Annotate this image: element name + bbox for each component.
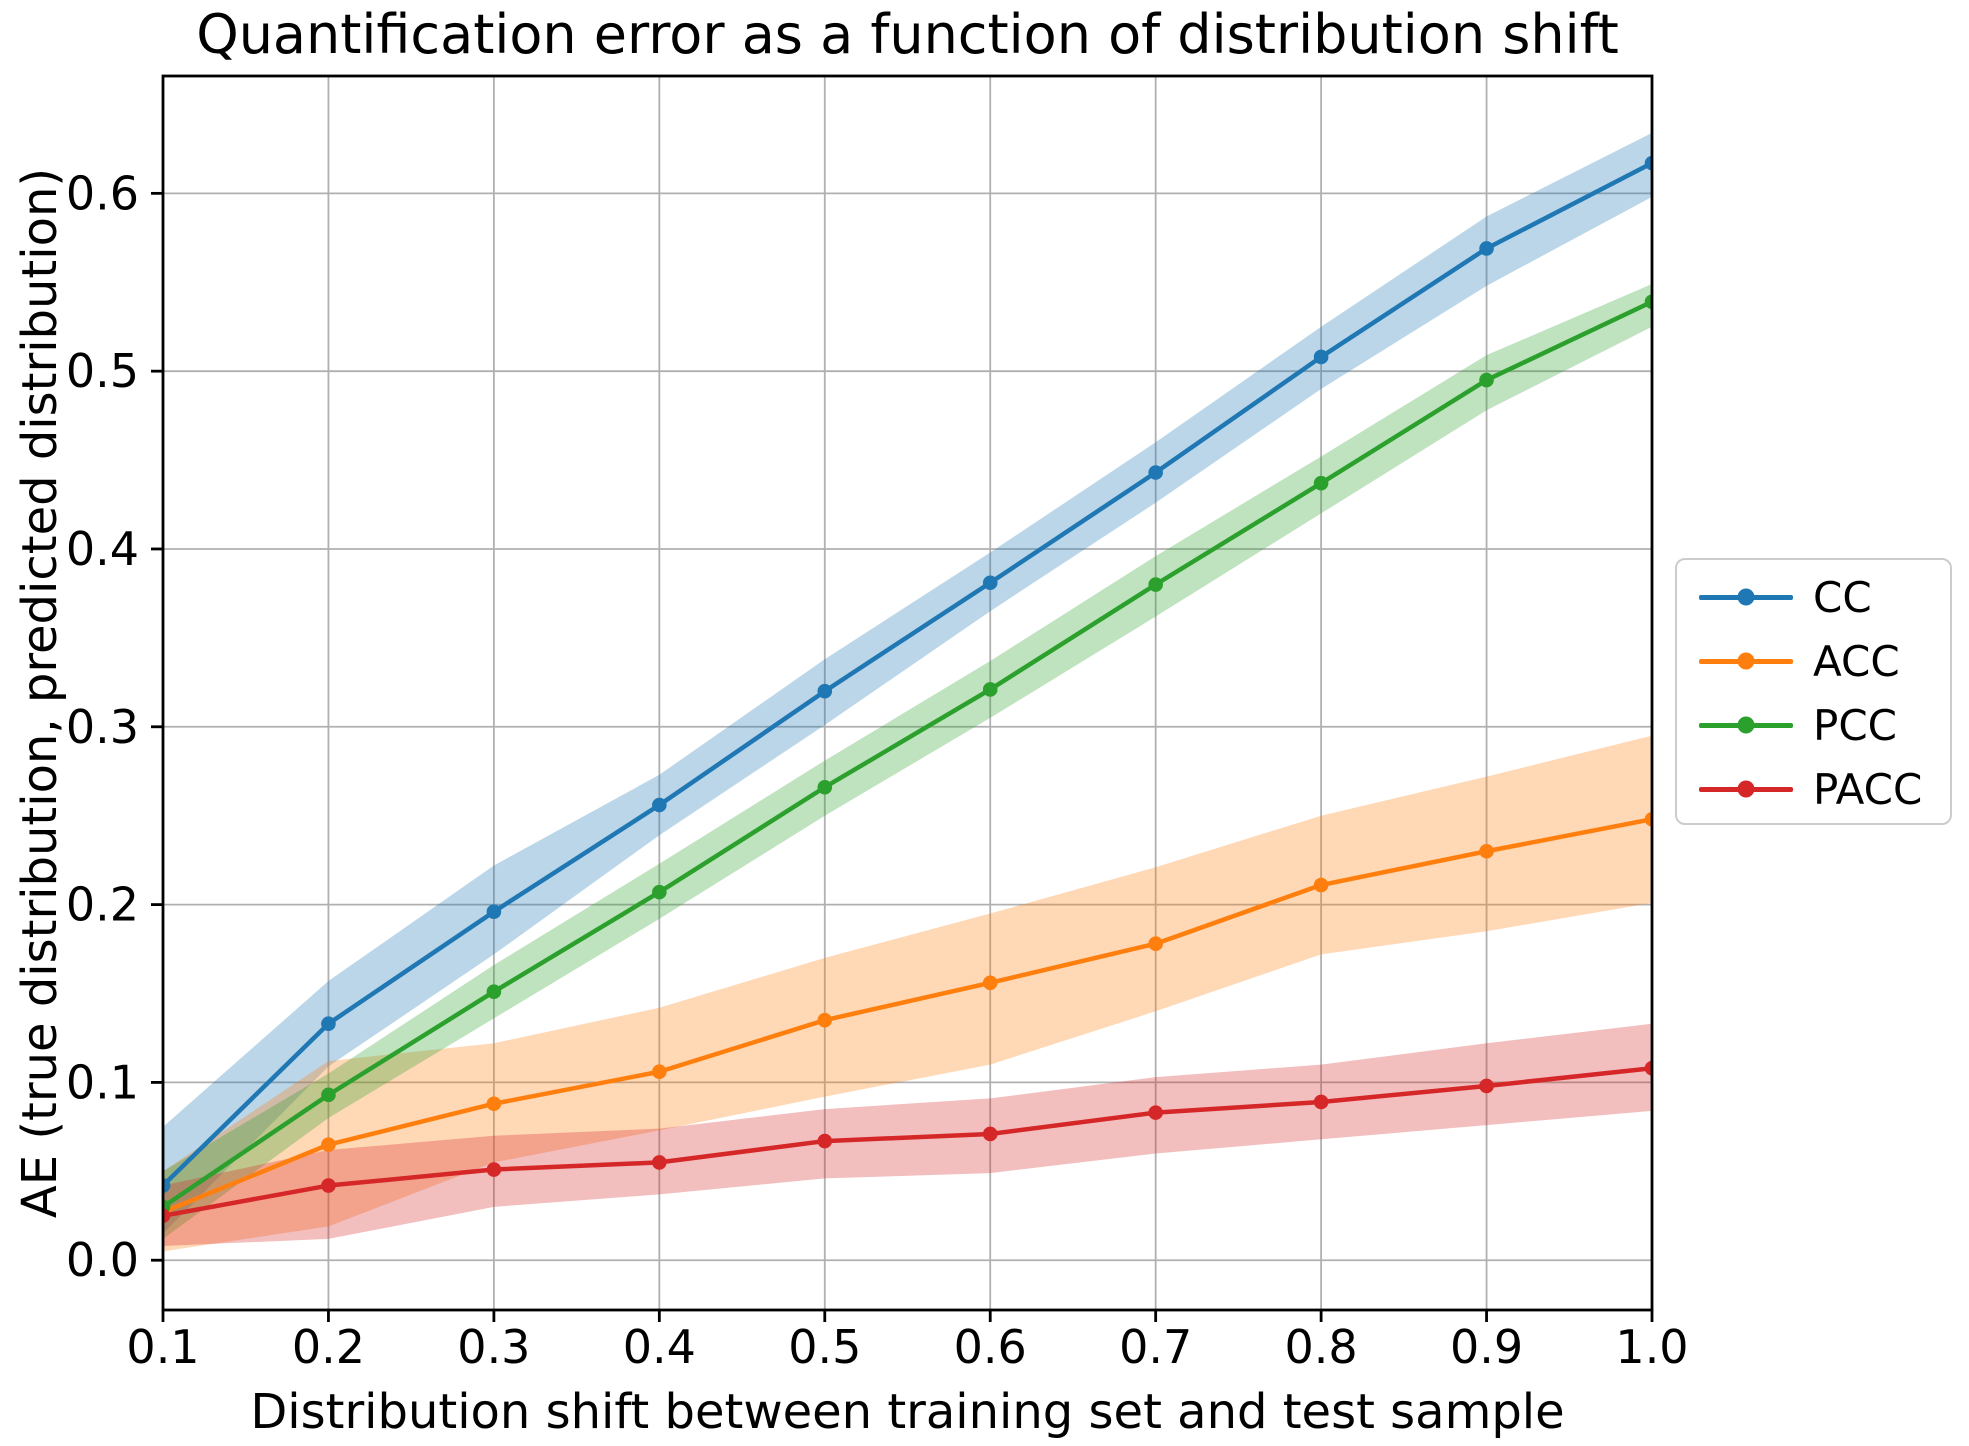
marker-ACC: [321, 1137, 336, 1152]
band-PCC: [163, 284, 1652, 1239]
marker-PACC: [652, 1155, 667, 1170]
legend-label: PACC: [1813, 764, 1923, 814]
marker-PACC: [982, 1126, 998, 1142]
x-tick-label: 0.2: [292, 1320, 365, 1374]
confidence-bands: [163, 132, 1652, 1252]
marker-ACC: [1479, 843, 1494, 859]
marker-PCC: [1148, 577, 1163, 592]
marker-PCC: [1479, 372, 1494, 388]
legend-item-ACC: ACC: [1677, 629, 1950, 693]
x-tick-label: 0.5: [788, 1320, 861, 1374]
marker-ACC: [1644, 811, 1652, 827]
line-ACC: [163, 817, 1652, 1215]
marker-ACC: [652, 1064, 667, 1080]
legend-label: PCC: [1813, 700, 1897, 750]
marker-PACC: [1479, 1078, 1494, 1094]
marker-PACC: [1644, 1060, 1652, 1076]
marker-PACC: [1148, 1105, 1163, 1120]
x-tick-label: 0.4: [623, 1320, 696, 1374]
line-PCC: [163, 299, 1652, 1209]
series-PACC: [163, 1060, 1652, 1224]
marker-CC: [1644, 155, 1652, 171]
line-PACC: [163, 1065, 1652, 1218]
marker-ACC: [817, 1012, 833, 1028]
marker-CC: [321, 1016, 336, 1032]
legend-line-swatch: [1699, 652, 1793, 670]
x-tick-label: 0.3: [457, 1320, 530, 1374]
series-ACC: [163, 811, 1652, 1220]
marker-CC: [163, 1178, 171, 1193]
legend-marker-dot: [1737, 652, 1755, 670]
marker-PCC: [1644, 294, 1652, 310]
chart-title: Quantification error as a function of di…: [196, 3, 1619, 66]
tick-labels: 0.1 0.2 0.3 0.4 0.5 0.6 0.7 0.8 0.9 1.0 0.0 0.1 0.2 0…: [66, 166, 1689, 1374]
marker-CC: [817, 683, 833, 699]
legend-line-swatch: [1699, 780, 1793, 798]
marker-PACC: [1313, 1094, 1329, 1110]
marker-PACC: [817, 1133, 833, 1149]
marker-PACC: [163, 1208, 171, 1224]
series-lines: [163, 155, 1652, 1224]
legend-item-PCC: PCC: [1677, 693, 1950, 757]
y-tick-label: 0.0: [66, 1233, 139, 1287]
marker-CC: [652, 797, 667, 813]
legend-line-swatch: [1699, 716, 1793, 734]
marker-PCC: [1313, 475, 1329, 491]
marker-ACC: [982, 975, 998, 991]
marker-PCC: [321, 1087, 336, 1103]
marker-ACC: [486, 1096, 502, 1112]
x-tick-label: 0.8: [1285, 1320, 1358, 1374]
x-tick-label: 0.1: [126, 1320, 199, 1374]
x-axis-label: Distribution shift between training set …: [250, 1384, 1565, 1440]
legend-label: ACC: [1813, 636, 1900, 686]
x-tick-label: 0.6: [954, 1320, 1027, 1374]
marker-CC: [1479, 241, 1494, 256]
marker-ACC: [1313, 877, 1329, 893]
x-tick-label: 0.7: [1119, 1320, 1192, 1374]
marker-CC: [1148, 465, 1163, 480]
marker-PCC: [652, 884, 667, 900]
legend-marker-dot: [1737, 588, 1755, 606]
band-CC: [163, 132, 1652, 1234]
y-tick-label: 0.4: [66, 522, 139, 576]
axis-ticks: [151, 191, 1654, 1322]
y-axis-label: AE (true distribution, predicted distrib…: [12, 167, 68, 1219]
marker-CC: [982, 575, 998, 591]
marker-CC: [1313, 349, 1329, 365]
line-CC: [163, 161, 1652, 1188]
legend-item-CC: CC: [1677, 565, 1950, 629]
y-tick-label: 0.6: [66, 166, 139, 220]
x-tick-label: 1.0: [1615, 1320, 1688, 1374]
y-tick-label: 0.3: [66, 700, 139, 754]
marker-PCC: [982, 682, 998, 697]
band-ACC: [163, 735, 1652, 1252]
marker-CC: [486, 904, 502, 920]
legend-marker-dot: [1737, 780, 1755, 798]
marker-PCC: [817, 779, 833, 795]
marker-ACC: [1148, 936, 1163, 952]
marker-PACC: [321, 1178, 336, 1193]
marker-PCC: [486, 984, 502, 1000]
legend-line-swatch: [1699, 588, 1793, 606]
x-tick-label: 0.9: [1450, 1320, 1523, 1374]
y-tick-label: 0.1: [66, 1055, 139, 1109]
axes-spines: [161, 74, 1654, 1312]
y-tick-label: 0.5: [66, 344, 139, 398]
legend-label: CC: [1813, 572, 1872, 622]
series-PCC: [163, 294, 1652, 1215]
legend: CC ACC PCC PACC: [1675, 558, 1952, 825]
legend-item-PACC: PACC: [1677, 757, 1950, 821]
band-PACC: [163, 1023, 1652, 1246]
legend-marker-dot: [1737, 716, 1755, 734]
y-tick-label: 0.2: [66, 878, 139, 932]
series-CC: [163, 155, 1652, 1193]
marker-PACC: [486, 1162, 502, 1177]
